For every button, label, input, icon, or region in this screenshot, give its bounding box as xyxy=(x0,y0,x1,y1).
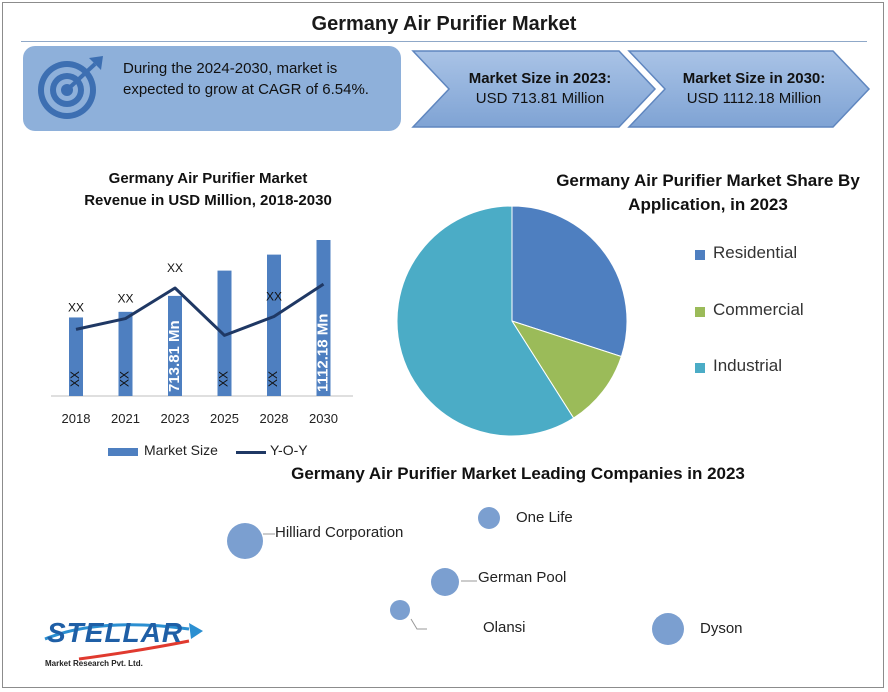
bubble-dyson xyxy=(652,613,684,645)
bar-2018 xyxy=(69,317,83,396)
bar-chart: XX 2018 XX 2021 713.81 Mn 2023 XX 2025 XX 2028 111… xyxy=(51,240,353,426)
yoy-label-2023: XX xyxy=(167,261,183,275)
companies-title: Germany Air Purifier Market Leading Comp… xyxy=(291,464,745,483)
company-hilliard: Hilliard Corporation xyxy=(275,524,404,541)
bubble-hilliard xyxy=(227,523,263,559)
market-2030-value: USD 1112.18 Million xyxy=(686,90,822,107)
bar-chart-legend: Market Size Y-O-Y xyxy=(108,441,348,461)
bubble-one-life xyxy=(478,507,500,529)
title-divider xyxy=(21,41,867,42)
bar-2030 xyxy=(316,240,331,396)
market-2023-label: Market Size in 2023: xyxy=(468,70,612,87)
bar-label-2023: 713.81 Mn xyxy=(166,320,183,392)
company-one-life: One Life xyxy=(516,509,573,526)
x-tick-2028: 2028 xyxy=(260,411,289,426)
bar-2021 xyxy=(118,311,133,396)
market-size-chevrons xyxy=(411,50,871,128)
slice-industrial xyxy=(396,205,575,437)
slice-commercial xyxy=(510,320,623,419)
pie-chart-title: Germany Air Purifier Market Share By App… xyxy=(556,171,860,214)
bar-label-2025: XX xyxy=(217,371,231,387)
slice-residential xyxy=(511,205,628,358)
x-tick-2030: 2030 xyxy=(309,411,338,426)
bar-2023 xyxy=(168,295,182,396)
chevron-2023 xyxy=(411,50,657,128)
legend-swatch-residential xyxy=(695,250,705,260)
legend-residential: Residential xyxy=(713,243,798,262)
bar-chart-title: Germany Air Purifier Market Revenue in U… xyxy=(84,170,332,209)
market-2023-text: Market Size in 2023: USD 713.81 Million xyxy=(447,69,633,109)
bubble-olansi xyxy=(390,600,410,620)
stellar-logo: STELLAR Market Research Pvt. Ltd. xyxy=(39,609,219,675)
cagr-text: During the 2024-2030, market is expected… xyxy=(123,60,369,98)
bar-2028 xyxy=(267,254,281,396)
bar-label-2028: XX xyxy=(266,371,280,387)
target-icon xyxy=(38,56,103,119)
company-dyson: Dyson xyxy=(700,620,743,637)
market-2030-text: Market Size in 2030: USD 1112.18 Million xyxy=(661,69,847,109)
pie-chart xyxy=(396,205,628,437)
company-bubbles xyxy=(227,507,684,645)
logo-swoosh xyxy=(44,623,203,661)
x-tick-2018: 2018 xyxy=(62,411,91,426)
bar-label-2021: XX xyxy=(118,371,132,387)
market-2023-value: USD 713.81 Million xyxy=(475,90,605,107)
bar-2025 xyxy=(217,270,232,396)
logo-text: STELLAR xyxy=(47,617,184,648)
legend-industrial: Industrial xyxy=(713,356,782,375)
yoy-label-2018: XX xyxy=(68,300,84,314)
x-tick-2021: 2021 xyxy=(111,411,140,426)
yoy-line xyxy=(75,282,325,337)
x-tick-2023: 2023 xyxy=(161,411,190,426)
legend-commercial: Commercial xyxy=(713,300,804,319)
legend-bar-swatch xyxy=(108,448,138,456)
legend-swatch-industrial xyxy=(695,363,705,373)
bubble-german-pool xyxy=(431,568,459,596)
legend-line-swatch xyxy=(236,451,266,454)
legend-swatch-commercial xyxy=(695,307,705,317)
yoy-label-2028: XX xyxy=(266,289,282,303)
pie-legend: Residential Commercial Industrial xyxy=(695,241,865,391)
legend-yoy: Y-O-Y xyxy=(270,442,308,458)
company-german-pool: German Pool xyxy=(478,569,567,586)
bar-label-2030: 1112.18 Mn xyxy=(314,314,331,392)
chevron-2030 xyxy=(627,50,871,128)
x-tick-2025: 2025 xyxy=(210,411,239,426)
cagr-box: During the 2024-2030, market is expected… xyxy=(23,46,401,131)
company-olansi: Olansi xyxy=(483,619,526,636)
logo-subtext: Market Research Pvt. Ltd. xyxy=(45,659,143,668)
main-title: Germany Air Purifier Market xyxy=(311,13,577,35)
bar-label-2018: XX xyxy=(68,371,82,387)
market-2030-label: Market Size in 2030: xyxy=(682,70,826,87)
yoy-label-2021: XX xyxy=(117,292,133,306)
legend-market-size: Market Size xyxy=(144,442,218,458)
